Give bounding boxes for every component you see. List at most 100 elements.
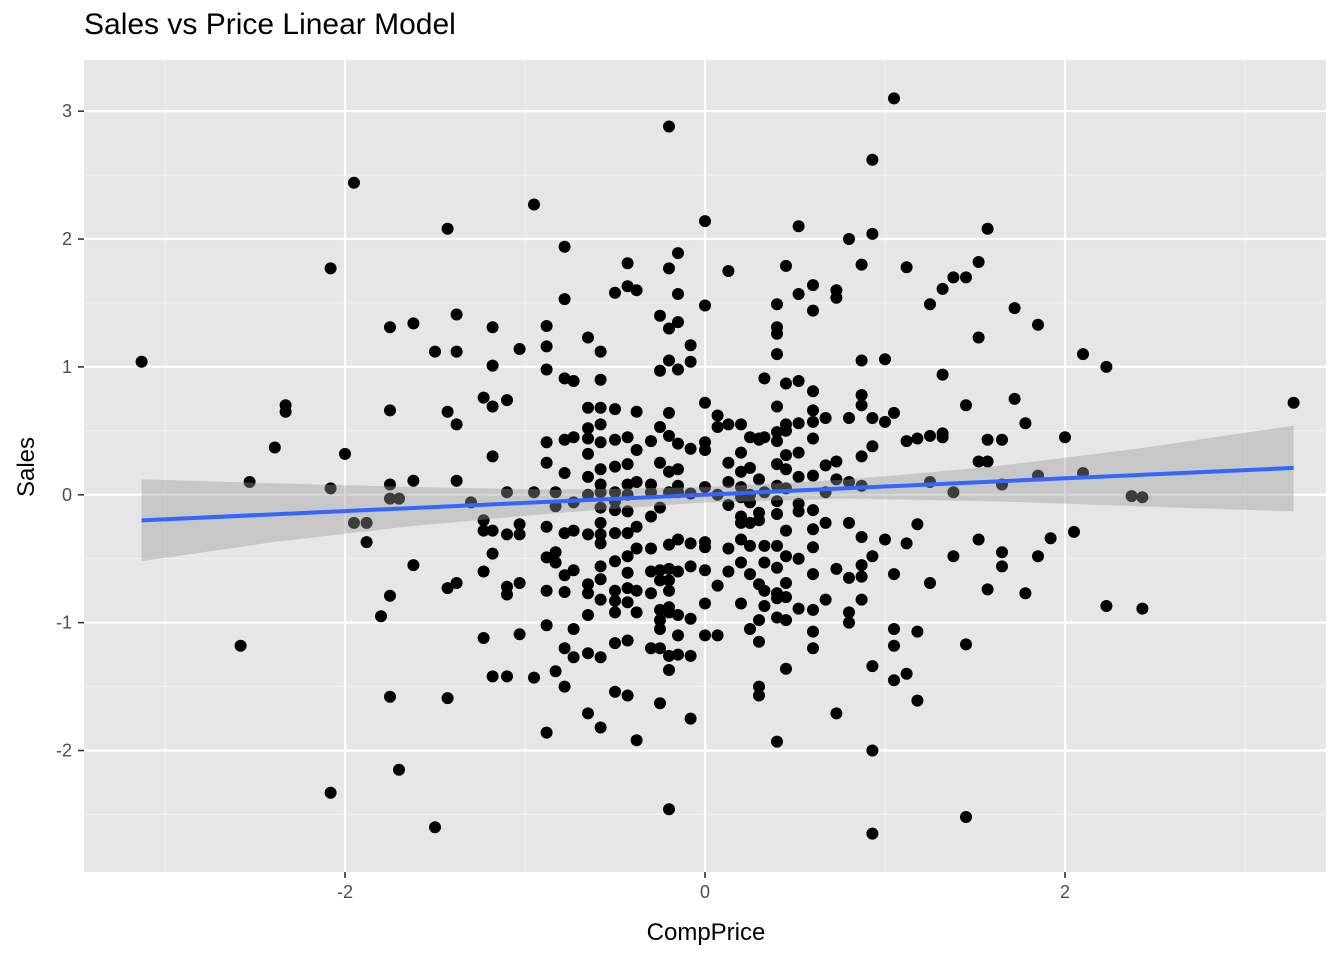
data-point: [441, 405, 454, 418]
data-point: [645, 542, 657, 555]
data-point: [594, 537, 607, 550]
data-point: [792, 288, 805, 300]
data-point: [243, 476, 256, 488]
data-point: [780, 577, 792, 589]
data-point: [699, 481, 711, 494]
data-point: [609, 584, 621, 597]
data-point: [582, 528, 594, 541]
data-point: [771, 561, 783, 574]
data-point: [911, 432, 924, 445]
data-point: [609, 527, 621, 540]
data-point: [1068, 525, 1080, 538]
data-point: [1032, 550, 1044, 563]
data-point: [663, 649, 675, 662]
data-point: [722, 476, 735, 488]
data-point: [268, 441, 281, 454]
data-point: [771, 400, 783, 413]
data-point: [981, 433, 994, 446]
data-point: [663, 465, 675, 478]
data-point: [722, 456, 735, 469]
data-point: [654, 309, 666, 322]
data-point: [477, 391, 490, 404]
data-point: [684, 712, 697, 725]
data-point: [780, 614, 792, 627]
data-point: [621, 582, 634, 595]
data-point: [1287, 396, 1300, 409]
data-point: [135, 355, 148, 368]
data-point: [753, 514, 765, 527]
data-point: [888, 674, 900, 687]
data-point: [684, 339, 697, 352]
data-point: [807, 404, 819, 417]
data-point: [486, 450, 499, 463]
data-point: [711, 579, 724, 592]
data-point: [866, 827, 879, 840]
data-point: [924, 429, 936, 442]
data-point: [684, 355, 697, 368]
data-point: [630, 606, 643, 619]
data-point: [960, 638, 972, 651]
data-point: [540, 456, 553, 469]
data-point: [630, 734, 643, 747]
data-point: [780, 524, 792, 537]
data-point: [888, 568, 900, 581]
data-point: [528, 671, 540, 684]
data-point: [654, 603, 666, 616]
data-point: [911, 625, 924, 638]
data-point: [348, 516, 360, 529]
data-point: [972, 455, 985, 468]
data-point: [1008, 392, 1021, 405]
data-point: [711, 629, 724, 642]
data-point: [567, 375, 580, 387]
data-point: [866, 440, 879, 453]
data-point: [630, 444, 643, 456]
data-point: [393, 492, 405, 505]
data-point: [384, 478, 396, 491]
data-point: [477, 514, 490, 527]
data-point: [843, 476, 855, 488]
data-point: [753, 689, 765, 702]
data-point: [947, 486, 960, 499]
data-point: [911, 518, 924, 531]
data-point: [722, 542, 735, 555]
y-tick-label: 3: [62, 101, 72, 121]
data-point: [540, 584, 553, 597]
data-point: [843, 516, 855, 529]
data-point: [819, 516, 832, 529]
data-point: [1032, 318, 1044, 331]
data-point: [540, 363, 553, 376]
data-point: [582, 447, 594, 460]
data-point: [807, 279, 819, 292]
data-point: [843, 233, 855, 245]
data-point: [855, 399, 868, 412]
data-point: [621, 634, 634, 647]
data-point: [558, 586, 571, 598]
data-point: [663, 574, 675, 587]
data-point: [645, 642, 657, 655]
data-point: [654, 614, 666, 627]
data-point: [672, 247, 684, 260]
data-point: [450, 418, 463, 431]
data-point: [843, 616, 855, 629]
data-point: [558, 467, 571, 479]
data-point: [441, 692, 454, 705]
data-point: [324, 482, 337, 495]
data-point: [384, 492, 396, 505]
data-point: [645, 587, 657, 600]
data-point: [477, 565, 490, 578]
data-point: [645, 565, 657, 578]
data-point: [621, 431, 634, 444]
data-point: [684, 537, 697, 550]
data-point: [807, 523, 819, 536]
data-point: [866, 153, 879, 166]
data-point: [540, 340, 553, 353]
data-point: [663, 664, 675, 676]
data-point: [234, 639, 247, 652]
data-point: [684, 612, 697, 625]
data-point: [384, 404, 396, 417]
data-point: [528, 486, 540, 499]
data-point: [540, 320, 553, 332]
data-point: [744, 431, 756, 444]
data-point: [621, 550, 634, 563]
data-point: [780, 259, 792, 272]
